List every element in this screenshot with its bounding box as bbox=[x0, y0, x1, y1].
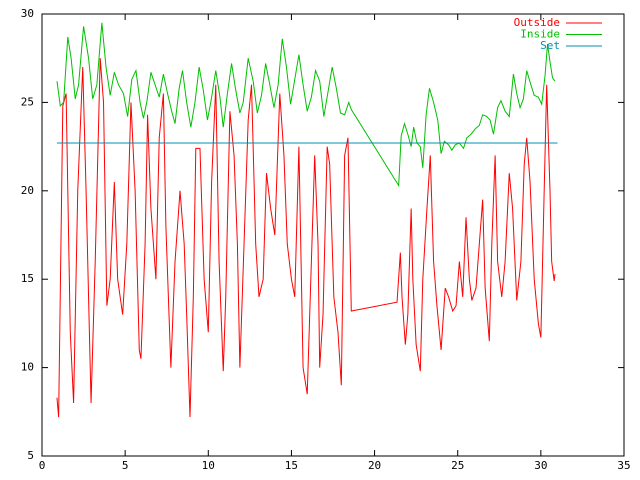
x-tick-label: 15 bbox=[285, 459, 298, 472]
x-tick-label: 5 bbox=[122, 459, 129, 472]
series-line bbox=[56, 22, 556, 188]
legend-label: Outside bbox=[514, 16, 560, 29]
x-tick-label: 0 bbox=[39, 459, 46, 472]
y-tick-label: 30 bbox=[21, 7, 34, 20]
x-tick-label: 35 bbox=[617, 459, 630, 472]
x-tick-label: 25 bbox=[451, 459, 464, 472]
x-tick-label: 20 bbox=[368, 459, 381, 472]
series-line bbox=[56, 58, 556, 418]
legend-label: Inside bbox=[520, 28, 560, 41]
x-tick-label: 10 bbox=[202, 459, 215, 472]
y-tick-label: 5 bbox=[27, 449, 34, 462]
y-tick-label: 20 bbox=[21, 184, 34, 197]
plot-frame bbox=[41, 13, 625, 457]
y-tick-label: 10 bbox=[21, 361, 34, 374]
y-tick-label: 25 bbox=[21, 95, 34, 108]
legend-label: Set bbox=[540, 39, 560, 52]
y-tick-label: 15 bbox=[21, 272, 34, 285]
x-tick-label: 30 bbox=[534, 459, 547, 472]
